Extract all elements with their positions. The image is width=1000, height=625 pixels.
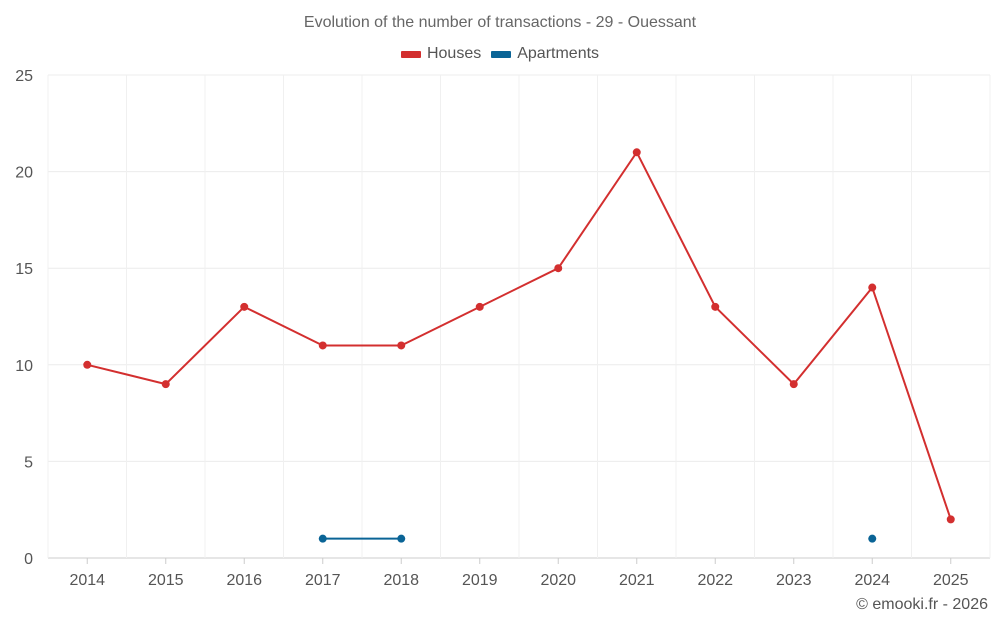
data-point-houses xyxy=(711,302,720,311)
legend-label-apartments: Apartments xyxy=(517,45,600,62)
credit-text: © emooki.fr - 2026 xyxy=(856,596,988,613)
chart-grid xyxy=(47,74,991,559)
series-line-houses xyxy=(87,151,952,520)
data-point-houses xyxy=(318,341,327,350)
data-point-houses xyxy=(397,341,406,350)
legend-swatch-houses xyxy=(400,50,421,58)
data-point-houses xyxy=(240,302,249,311)
data-point-apartments xyxy=(318,534,327,543)
x-tick-label: 2022 xyxy=(697,572,733,589)
y-tick-label: 5 xyxy=(24,454,33,471)
x-tick-label: 2019 xyxy=(462,572,498,589)
y-tick-label: 10 xyxy=(15,358,33,375)
data-point-apartments xyxy=(868,534,877,543)
data-point-houses xyxy=(554,264,563,273)
legend-item-apartments[interactable]: Apartments xyxy=(491,45,599,63)
legend-swatch-apartments xyxy=(491,50,512,58)
x-tick-label: 2014 xyxy=(69,572,105,589)
y-tick-label: 0 xyxy=(24,551,33,568)
data-point-houses xyxy=(83,360,92,369)
y-tick-label: 15 xyxy=(15,261,33,278)
data-point-houses xyxy=(868,283,877,292)
data-point-apartments xyxy=(397,534,406,543)
y-tick-label: 20 xyxy=(15,165,33,182)
x-tick-label: 2016 xyxy=(226,572,262,589)
x-tick-label: 2024 xyxy=(854,572,890,589)
x-tick-label: 2023 xyxy=(776,572,812,589)
x-tick-label: 2015 xyxy=(148,572,184,589)
x-tick-label: 2017 xyxy=(305,572,341,589)
chart-series xyxy=(83,148,955,543)
x-tick-label: 2018 xyxy=(383,572,419,589)
data-point-houses xyxy=(946,515,955,524)
x-tick-label: 2020 xyxy=(540,572,576,589)
data-point-houses xyxy=(475,302,484,311)
x-tick-label: 2021 xyxy=(619,572,655,589)
data-point-houses xyxy=(789,380,798,389)
legend-label-houses: Houses xyxy=(426,45,482,62)
legend-item-houses[interactable]: Houses xyxy=(400,45,482,63)
y-tick-label: 25 xyxy=(15,68,33,85)
data-point-houses xyxy=(632,148,641,157)
chart-legend: Houses Apartments xyxy=(0,45,1000,63)
x-tick-label: 2025 xyxy=(933,572,969,589)
data-point-houses xyxy=(161,380,170,389)
chart-title: Evolution of the number of transactions … xyxy=(303,14,697,31)
